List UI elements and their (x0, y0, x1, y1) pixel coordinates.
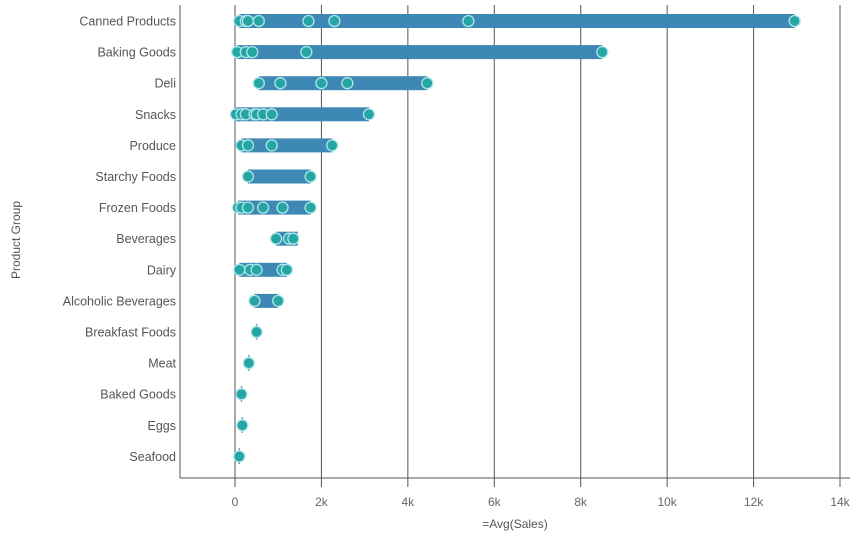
x-tick-label: 6k (488, 495, 502, 509)
data-point[interactable] (421, 77, 434, 90)
category-label: Baking Goods (97, 46, 176, 60)
x-tick-label: 10k (657, 495, 677, 509)
data-point[interactable] (248, 294, 261, 308)
data-point[interactable] (241, 170, 255, 183)
range-bar[interactable] (254, 293, 279, 308)
category-label: Meat (148, 357, 176, 371)
data-point[interactable] (252, 77, 265, 90)
data-point[interactable] (287, 232, 300, 245)
data-point[interactable] (326, 139, 339, 152)
category-label: Canned Products (79, 15, 176, 29)
data-point[interactable] (276, 201, 289, 214)
data-point[interactable] (315, 77, 328, 90)
x-axis-title: =Avg(Sales) (482, 517, 547, 531)
x-tick-label: 0 (232, 495, 239, 509)
x-tick-label: 12k (744, 495, 764, 509)
data-point[interactable] (246, 45, 259, 59)
data-point[interactable] (252, 14, 265, 28)
category-label: Breakfast Foods (85, 326, 176, 340)
data-point[interactable] (328, 14, 341, 28)
category-label: Eggs (148, 419, 177, 433)
category-label: Snacks (135, 108, 176, 122)
range-bar[interactable] (237, 45, 603, 60)
data-point[interactable] (596, 45, 609, 59)
x-axis: 0 2k 4k 6k 8k 10k 12k 14k (180, 477, 851, 509)
data-point[interactable] (274, 77, 287, 90)
category-label: Baked Goods (100, 388, 176, 402)
range-bar[interactable] (247, 169, 311, 184)
x-tick-label: 2k (315, 495, 329, 509)
data-point[interactable] (362, 108, 376, 121)
data-point[interactable] (235, 388, 248, 401)
y-axis-title: Product Group (9, 201, 23, 279)
data-point[interactable] (242, 356, 255, 370)
data-point[interactable] (341, 77, 354, 90)
data-point[interactable] (265, 139, 278, 152)
data-point[interactable] (233, 263, 246, 276)
data-point[interactable] (269, 232, 283, 245)
data-point[interactable] (788, 14, 801, 28)
data-points (229, 14, 801, 463)
data-point[interactable] (300, 45, 313, 59)
category-label: Alcoholic Beverages (63, 294, 176, 308)
data-point[interactable] (250, 325, 263, 339)
data-point[interactable] (272, 294, 285, 308)
data-point[interactable] (236, 419, 249, 432)
category-label: Starchy Foods (95, 170, 176, 184)
category-label: Seafood (129, 450, 176, 464)
category-label: Produce (129, 139, 176, 153)
category-label: Deli (154, 77, 176, 91)
data-point[interactable] (241, 201, 255, 214)
data-point[interactable] (241, 14, 255, 28)
x-tick-label: 14k (830, 495, 850, 509)
data-point[interactable] (462, 14, 475, 28)
data-point[interactable] (265, 108, 278, 121)
data-point[interactable] (250, 263, 263, 276)
data-point[interactable] (241, 139, 255, 152)
data-point[interactable] (233, 450, 246, 463)
data-point[interactable] (302, 14, 315, 28)
range-bar[interactable] (238, 200, 311, 215)
category-label: Beverages (116, 232, 176, 246)
gridlines (234, 5, 841, 478)
x-tick-label: 8k (574, 495, 588, 509)
category-label: Dairy (147, 263, 177, 277)
range-bar[interactable] (241, 138, 333, 153)
data-point[interactable] (280, 263, 294, 276)
y-axis: Canned Products Baking Goods Deli Snacks Pro… (63, 5, 181, 478)
data-point[interactable] (304, 170, 317, 183)
range-bar[interactable] (239, 14, 795, 28)
data-point[interactable] (256, 201, 270, 214)
x-tick-label: 4k (402, 495, 416, 509)
data-point[interactable] (304, 201, 317, 214)
category-label: Frozen Foods (99, 201, 176, 215)
